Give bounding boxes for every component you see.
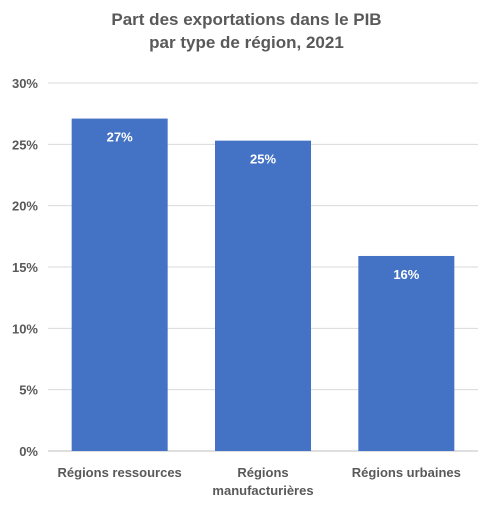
chart-title-line-2: par type de région, 2021 xyxy=(149,33,344,52)
category-label-0: Régions ressources xyxy=(58,465,182,480)
category-label-1-line-0: Régions xyxy=(237,465,288,480)
data-label-2: 16% xyxy=(393,267,419,282)
chart-title: Part des exportations dans le PIB par ty… xyxy=(0,8,493,54)
bar-0 xyxy=(71,118,168,451)
y-tick-label-5: 25% xyxy=(12,137,38,152)
chart-title-line-1: Part des exportations dans le PIB xyxy=(111,10,382,29)
data-label-1: 25% xyxy=(250,152,276,167)
y-tick-label-0: 0% xyxy=(19,444,38,459)
bar-2 xyxy=(358,255,455,451)
y-tick-label-3: 15% xyxy=(12,260,38,275)
bar-1 xyxy=(215,140,311,452)
y-tick-label-2: 10% xyxy=(12,321,38,336)
data-label-0: 27% xyxy=(107,130,133,145)
category-label-2: Régions urbaines xyxy=(352,465,461,480)
y-tick-label-6: 30% xyxy=(12,76,38,91)
y-tick-label-1: 5% xyxy=(19,383,38,398)
category-label-1-line-1: manufacturières xyxy=(212,483,313,498)
y-tick-label-4: 20% xyxy=(12,199,38,214)
